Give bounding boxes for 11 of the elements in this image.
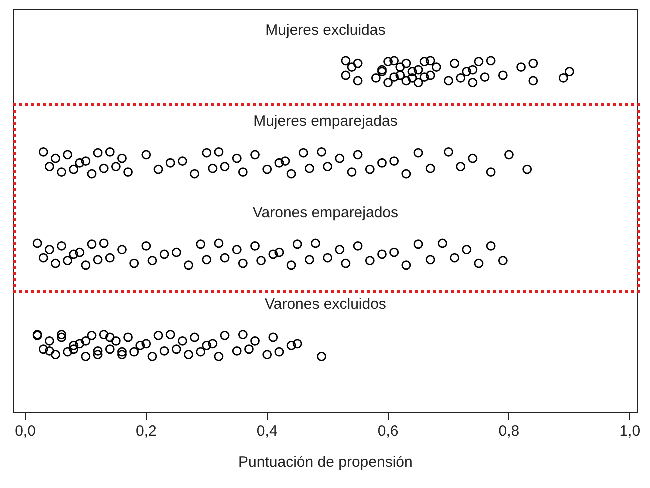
y-tick-label: Mujeres emparejadas — [254, 113, 398, 130]
y-tick-label: Varones excluidos — [264, 296, 386, 313]
x-tick-label: 0,6 — [378, 423, 399, 440]
x-tick-label: 1,0 — [620, 423, 641, 440]
x-tick-label: 0,8 — [498, 423, 520, 440]
x-tick-label: 0,4 — [256, 423, 278, 440]
x-tick-label: 0,2 — [136, 423, 157, 440]
y-tick-label: Mujeres excluidas — [266, 22, 386, 39]
x-tick-label: 0,0 — [15, 423, 36, 440]
x-axis-title: Puntuación de propensión — [238, 454, 413, 472]
y-tick-label: Varones emparejados — [252, 204, 399, 222]
